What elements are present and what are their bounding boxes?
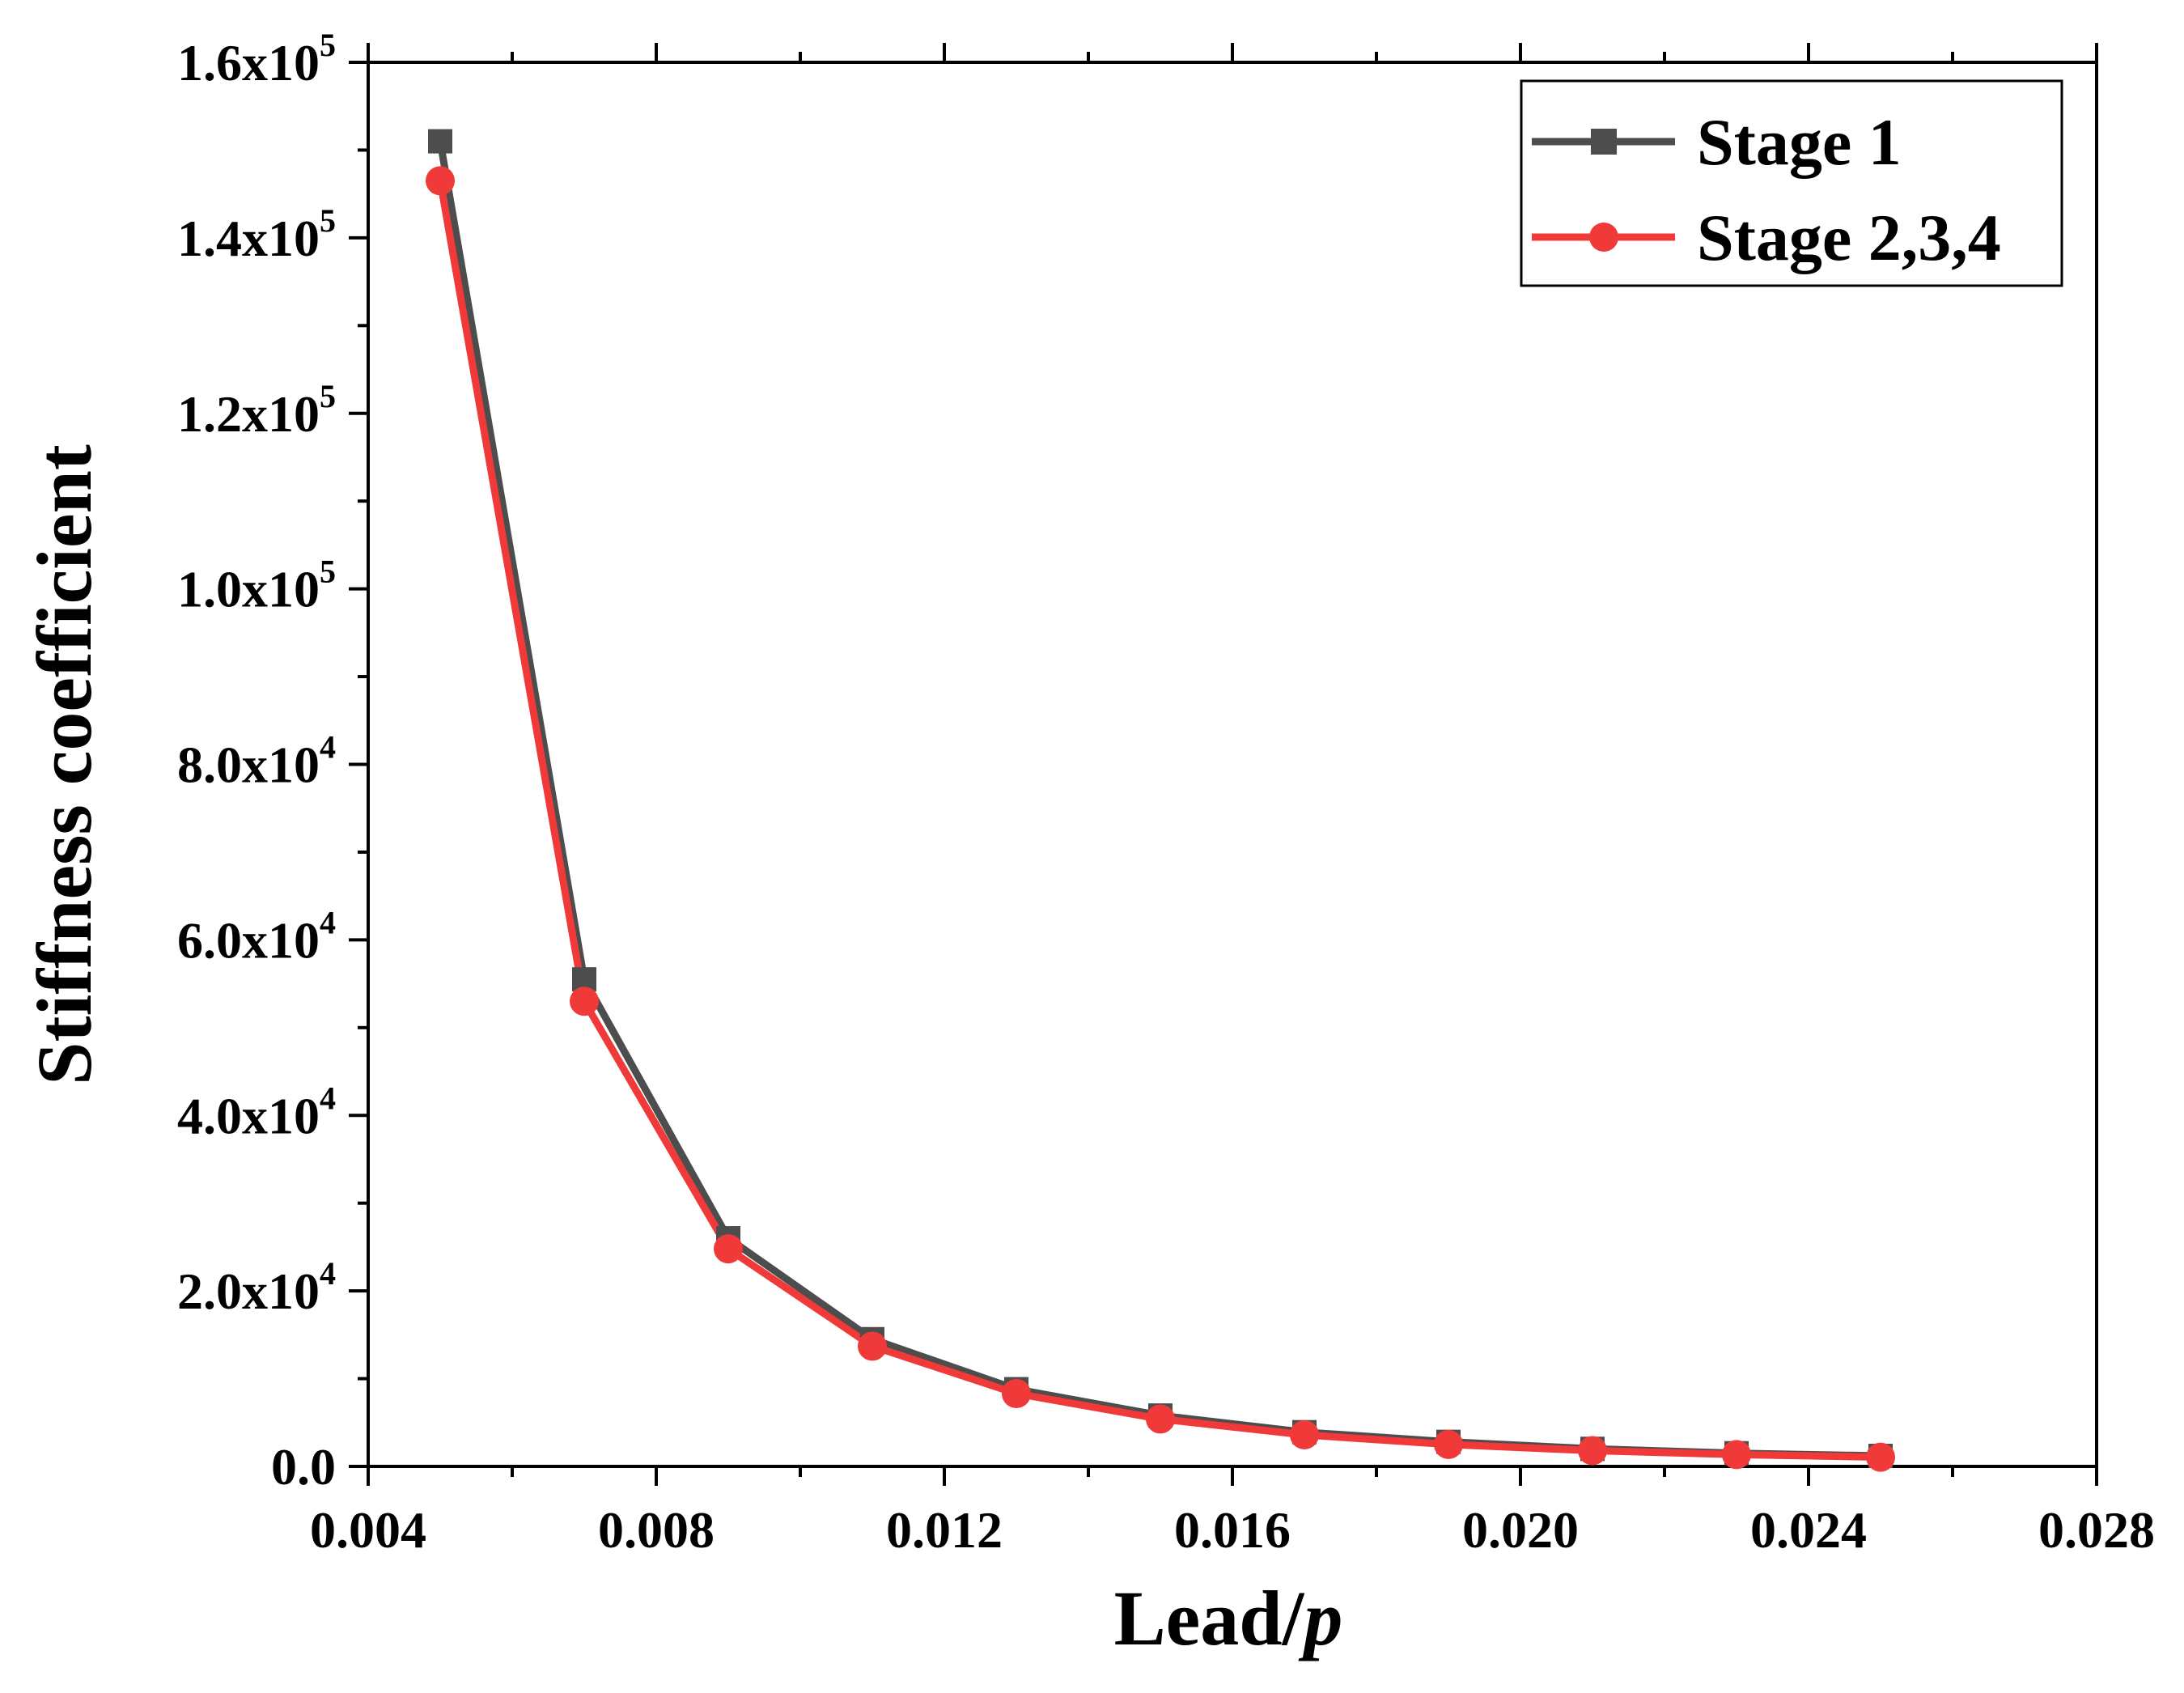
x-tick-label: 0.008	[598, 1501, 715, 1559]
y-tick-exponent: 5	[320, 27, 336, 63]
y-tick-mantissa: 1.0x10	[177, 561, 320, 618]
series-2-point	[1434, 1429, 1463, 1459]
x-tick-label: 0.016	[1174, 1501, 1291, 1559]
y-tick-mantissa: 8.0x10	[177, 736, 320, 794]
x-tick-label: 0.004	[310, 1501, 426, 1559]
y-tick-exponent: 4	[320, 1255, 336, 1292]
series-2-point	[714, 1234, 743, 1264]
series-1-point	[428, 129, 452, 154]
series-line-1	[436, 140, 1881, 1460]
y-tick-exponent: 4	[320, 1080, 336, 1116]
y-tick-mantissa: 1.4x10	[177, 210, 320, 267]
y-tick-label: 2.0x104	[177, 1255, 336, 1320]
legend-label-1: Stage 1	[1697, 105, 1902, 179]
series-2-point	[1722, 1440, 1751, 1470]
y-tick-label: 1.2x105	[177, 378, 336, 443]
y-tick-label: 0.0	[271, 1438, 336, 1496]
series-2-point	[1866, 1442, 1895, 1472]
y-tick-label: 1.6x105	[177, 27, 336, 91]
series-2-point	[1146, 1404, 1175, 1434]
y-tick-mantissa: 6.0x10	[177, 911, 320, 969]
x-tick-label: 0.020	[1462, 1501, 1579, 1559]
series-markers	[426, 129, 1895, 1472]
series-2-point	[570, 987, 599, 1016]
y-tick-mantissa: 4.0x10	[177, 1087, 320, 1144]
legend-marker-2	[1589, 223, 1618, 252]
legend-label-2: Stage 2,3,4	[1697, 201, 2001, 274]
y-tick-exponent: 5	[320, 202, 336, 239]
series-lines	[436, 140, 1881, 1462]
y-tick-exponent: 4	[320, 904, 336, 940]
x-axis-title-main: Lead/	[1114, 1575, 1305, 1661]
y-tick-mantissa: 1.6x10	[177, 34, 320, 91]
x-axis-title-italic: p	[1298, 1575, 1342, 1661]
series-2-point	[1290, 1419, 1319, 1449]
y-tick-label: 1.0x105	[177, 554, 336, 618]
series-2-point	[1002, 1378, 1031, 1408]
y-tick-mantissa: 0.0	[271, 1438, 336, 1496]
x-tick-label: 0.024	[1750, 1501, 1867, 1559]
x-tick-label: 0.028	[2038, 1501, 2155, 1559]
x-axis-title: Lead/p	[1114, 1575, 1343, 1661]
x-axis-ticks: 0.004 0.008 0.012 0.016 0.020 0.024 0.028	[310, 43, 2155, 1559]
y-tick-exponent: 5	[320, 378, 336, 414]
y-tick-label: 8.0x104	[177, 729, 336, 794]
y-axis-title: Stiffness coefficient	[21, 444, 108, 1085]
y-tick-mantissa: 1.2x10	[177, 385, 320, 443]
series-2-point	[426, 166, 455, 196]
series-2-point	[1578, 1436, 1607, 1466]
y-axis-ticks: 0.02.0x1044.0x1046.0x1048.0x1041.0x1051.…	[177, 27, 368, 1496]
y-tick-label: 4.0x104	[177, 1080, 336, 1144]
y-tick-label: 6.0x104	[177, 904, 336, 969]
y-tick-label: 1.4x105	[177, 202, 336, 267]
y-tick-exponent: 4	[320, 729, 336, 766]
y-tick-mantissa: 2.0x10	[177, 1262, 320, 1320]
legend-box	[1520, 79, 2063, 287]
legend: Stage 1 Stage 2,3,4	[1520, 79, 2063, 287]
y-tick-exponent: 5	[320, 554, 336, 590]
series-line-2	[436, 180, 1881, 1462]
series-2-point	[858, 1331, 887, 1361]
x-tick-label: 0.012	[886, 1501, 1003, 1559]
legend-marker-1	[1591, 129, 1617, 155]
